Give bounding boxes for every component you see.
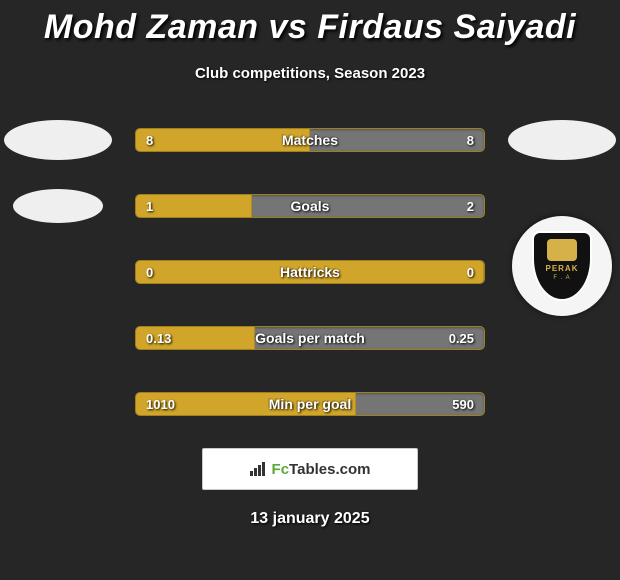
source-badge: FcTables.com	[202, 448, 418, 490]
stat-bar: 0.13Goals per match0.25	[135, 326, 485, 350]
stat-bar: 8Matches8	[135, 128, 485, 152]
stat-row: 0Hattricks0 PERAKF . A	[0, 250, 620, 294]
stat-label: Min per goal	[136, 393, 484, 415]
shield-icon: PERAKF . A	[532, 231, 592, 301]
right-logo-slot	[507, 382, 617, 426]
stat-bar: 1010Min per goal590	[135, 392, 485, 416]
stat-value-right: 0	[467, 261, 474, 283]
left-logo-slot	[3, 316, 113, 360]
source-text: FcTables.com	[272, 461, 371, 478]
infographic-container: Mohd Zaman vs Firdaus Saiyadi Club compe…	[0, 0, 620, 528]
right-logo-slot	[507, 118, 617, 162]
stat-row: 8Matches8	[0, 118, 620, 162]
stat-label: Matches	[136, 129, 484, 151]
page-subtitle: Club competitions, Season 2023	[0, 65, 620, 82]
team-logo-ellipse	[4, 120, 112, 160]
stats-rows: 8Matches8 1Goals2 0Hattricks0 PERAKF . A 0.1…	[0, 118, 620, 426]
source-prefix: Fc	[272, 461, 290, 478]
stat-label: Goals per match	[136, 327, 484, 349]
right-logo-slot	[507, 316, 617, 360]
page-title: Mohd Zaman vs Firdaus Saiyadi	[0, 8, 620, 47]
club-badge: PERAKF . A	[512, 216, 612, 316]
stat-row: 1010Min per goal590	[0, 382, 620, 426]
source-suffix: Tables.com	[289, 461, 370, 478]
left-logo-slot	[3, 184, 113, 228]
stat-value-right: 8	[467, 129, 474, 151]
date-label: 13 january 2025	[0, 510, 620, 528]
team-logo-ellipse	[13, 189, 103, 223]
team-logo-ellipse	[508, 120, 616, 160]
stat-label: Hattricks	[136, 261, 484, 283]
left-logo-slot	[3, 382, 113, 426]
left-logo-slot	[3, 118, 113, 162]
stat-value-right: 2	[467, 195, 474, 217]
stat-label: Goals	[136, 195, 484, 217]
chart-icon	[250, 462, 266, 476]
stat-row: 0.13Goals per match0.25	[0, 316, 620, 360]
stat-row: 1Goals2	[0, 184, 620, 228]
stat-bar: 0Hattricks0	[135, 260, 485, 284]
stat-value-right: 590	[452, 393, 474, 415]
stat-value-right: 0.25	[449, 327, 474, 349]
right-logo-slot: PERAKF . A	[507, 250, 617, 294]
stat-bar: 1Goals2	[135, 194, 485, 218]
left-logo-slot	[3, 250, 113, 294]
